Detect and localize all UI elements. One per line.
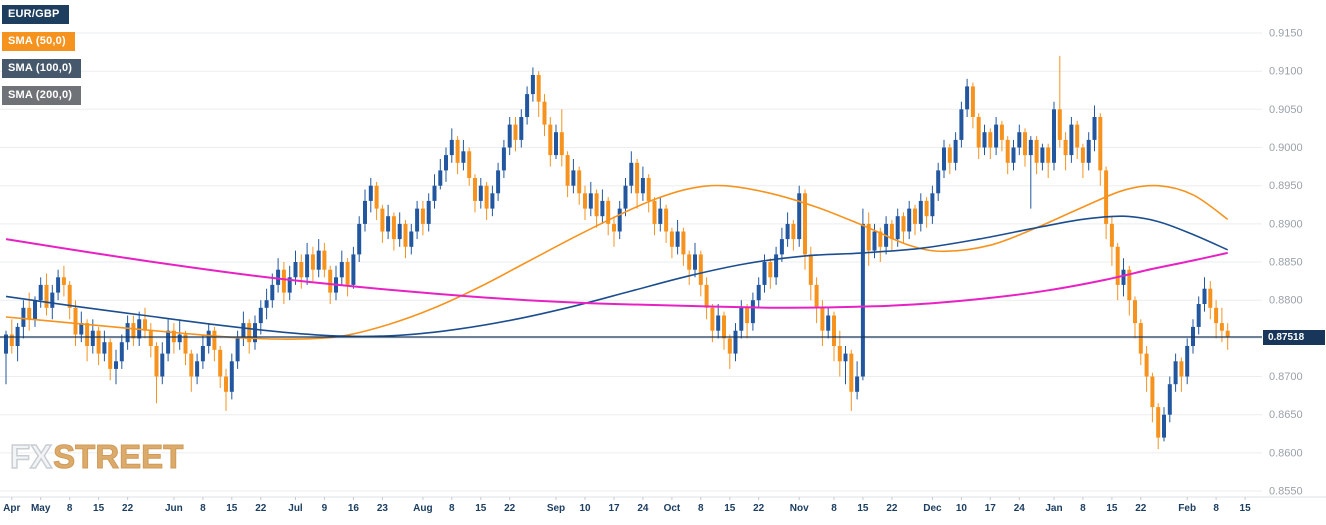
svg-text:17: 17 (608, 503, 620, 514)
svg-text:Feb: Feb (1178, 503, 1196, 514)
svg-text:15: 15 (93, 503, 105, 514)
svg-text:22: 22 (886, 503, 898, 514)
watermark-fx-text: FX (9, 437, 53, 476)
svg-text:0.9050: 0.9050 (1269, 104, 1303, 116)
fxstreet-watermark: FXSTREET (9, 437, 184, 476)
svg-text:23: 23 (377, 503, 389, 514)
svg-text:8: 8 (1213, 503, 1219, 514)
svg-text:May: May (31, 503, 51, 514)
svg-text:Apr: Apr (3, 503, 20, 514)
last-price-label: 0.87518 (1263, 329, 1325, 345)
svg-text:22: 22 (1135, 503, 1147, 514)
svg-text:0.9150: 0.9150 (1269, 28, 1303, 40)
svg-text:10: 10 (956, 503, 968, 514)
svg-text:0.8700: 0.8700 (1269, 371, 1303, 383)
svg-text:0.8650: 0.8650 (1269, 409, 1303, 421)
svg-text:15: 15 (226, 503, 238, 514)
svg-text:Aug: Aug (413, 503, 432, 514)
svg-text:0.8600: 0.8600 (1269, 447, 1303, 459)
svg-text:22: 22 (504, 503, 516, 514)
svg-text:15: 15 (857, 503, 869, 514)
svg-text:8: 8 (698, 503, 704, 514)
svg-text:22: 22 (753, 503, 765, 514)
svg-text:0.8550: 0.8550 (1269, 486, 1303, 498)
svg-text:8: 8 (449, 503, 455, 514)
gridlines-and-y-axis: 0.9150 0.9100 0.9050 0.9000 0.8950 0.8900 0.88… (0, 28, 1303, 498)
svg-text:15: 15 (1106, 503, 1118, 514)
svg-text:24: 24 (637, 503, 649, 514)
legend-sma-50[interactable]: SMA (50,0) (2, 32, 75, 51)
svg-text:16: 16 (348, 503, 360, 514)
svg-text:0.8800: 0.8800 (1269, 295, 1303, 307)
svg-text:0.8950: 0.8950 (1269, 180, 1303, 192)
svg-text:Oct: Oct (664, 503, 681, 514)
svg-text:8: 8 (200, 503, 206, 514)
sma-50-line (5, 184, 1229, 340)
sma-100-line (5, 215, 1229, 338)
svg-text:Sep: Sep (547, 503, 565, 514)
svg-text:Nov: Nov (790, 503, 809, 514)
svg-text:0.9000: 0.9000 (1269, 142, 1303, 154)
x-axis: Apr May 8 15 22 Jun 8 15 22 Jul 9 16 23 Aug 8 15 22 Sep 10… (0, 496, 1326, 514)
svg-text:9: 9 (322, 503, 328, 514)
svg-text:Jun: Jun (165, 503, 183, 514)
watermark-street-text: STREET (53, 438, 184, 476)
svg-text:15: 15 (724, 503, 736, 514)
legend: EUR/GBP SMA (50,0) SMA (100,0) SMA (200,… (2, 5, 82, 105)
svg-text:8: 8 (831, 503, 837, 514)
svg-text:Dec: Dec (923, 503, 942, 514)
legend-symbol-eurgbp[interactable]: EUR/GBP (2, 5, 69, 24)
legend-sma-200[interactable]: SMA (200,0) (2, 86, 82, 105)
legend-sma-100[interactable]: SMA (100,0) (2, 59, 82, 78)
svg-text:15: 15 (1240, 503, 1252, 514)
svg-text:22: 22 (122, 503, 134, 514)
svg-text:10: 10 (579, 503, 591, 514)
svg-text:22: 22 (255, 503, 267, 514)
sma-200-line (5, 238, 1228, 309)
svg-text:8: 8 (1080, 503, 1086, 514)
svg-text:0.8850: 0.8850 (1269, 257, 1303, 269)
svg-text:Jul: Jul (288, 503, 303, 514)
svg-text:17: 17 (985, 503, 997, 514)
svg-text:0.8900: 0.8900 (1269, 218, 1303, 230)
svg-text:24: 24 (1014, 503, 1026, 514)
svg-text:8: 8 (67, 503, 73, 514)
candles (4, 55, 1230, 450)
svg-text:15: 15 (475, 503, 487, 514)
svg-text:0.9100: 0.9100 (1269, 66, 1303, 78)
svg-text:Jan: Jan (1045, 503, 1062, 514)
